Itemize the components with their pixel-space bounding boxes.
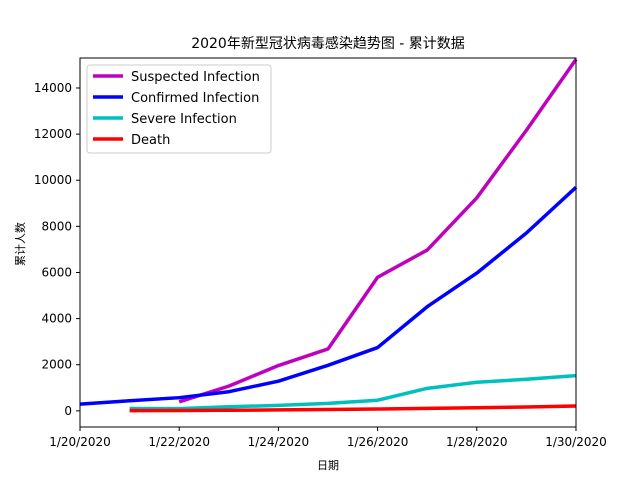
series-line-3 (129, 404, 577, 413)
y-tick-label-4: 8000 (41, 219, 72, 233)
y-tick-label-5: 10000 (34, 173, 72, 187)
legend-label-1: Confirmed Infection (131, 91, 259, 106)
series-line-1 (79, 186, 578, 406)
x-tick-label-1: 1/22/2020 (148, 435, 210, 449)
y-tick-label-2: 4000 (41, 312, 72, 326)
plot-area: 1/20/2020 1/22/2020 1/24/2020 1/26/2020 1/28… (34, 57, 607, 449)
y-tick-label-1: 2000 (41, 358, 72, 372)
x-tick-label-0: 1/20/2020 (49, 435, 111, 449)
x-tick-label-3: 1/26/2020 (347, 435, 409, 449)
plot-frame (79, 57, 577, 428)
legend-label-0: Suspected Infection (131, 70, 260, 85)
x-axis-label: 日期 (317, 459, 339, 472)
chart-title: 2020年新型冠状病毒感染趋势图 - 累计数据 (191, 35, 465, 52)
legend-label-3: Death (131, 133, 170, 148)
y-tick-label-3: 6000 (41, 265, 72, 279)
x-tick-label-4: 1/28/2020 (446, 435, 508, 449)
y-axis-label: 累计人数 (14, 222, 27, 266)
series-line-0 (178, 58, 578, 404)
y-tick-label-6: 12000 (34, 127, 72, 141)
legend-label-2: Severe Infection (131, 112, 237, 127)
y-tick-label-7: 14000 (34, 81, 72, 95)
x-tick-label-5: 1/30/2020 (545, 435, 607, 449)
series-line-2 (129, 373, 577, 411)
y-tick-label-0: 0 (64, 404, 72, 418)
legend-box (86, 64, 272, 154)
x-tick-label-2: 1/24/2020 (248, 435, 310, 449)
